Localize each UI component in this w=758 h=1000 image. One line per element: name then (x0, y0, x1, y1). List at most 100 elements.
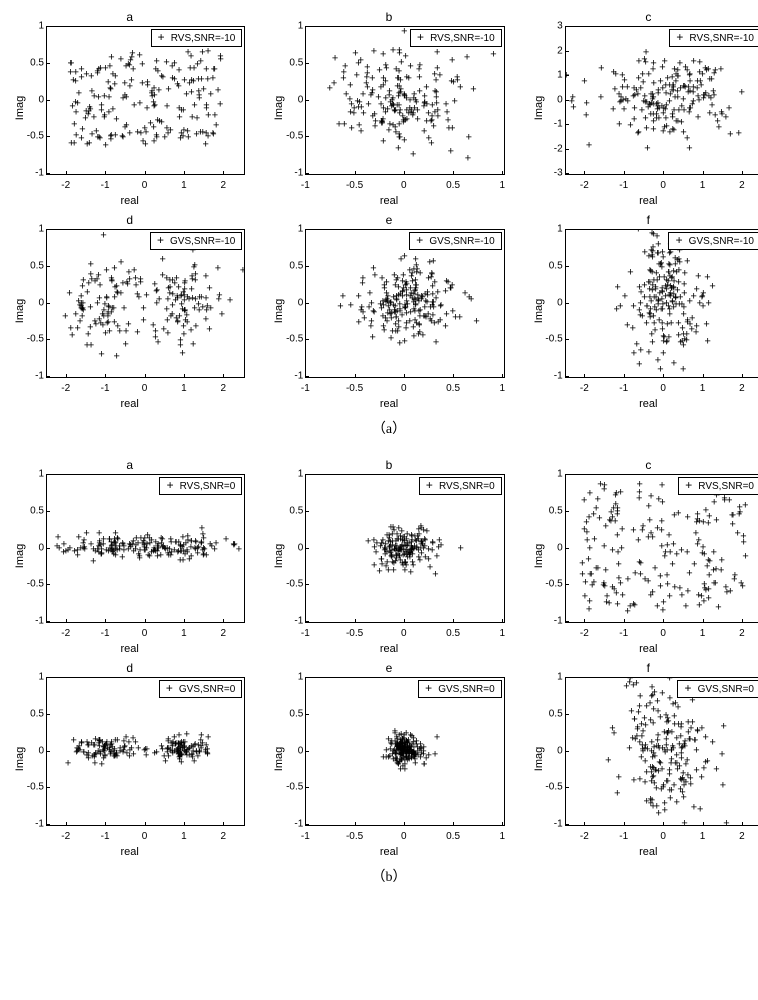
x-axis-label: real (639, 398, 657, 410)
y-tick: -1 (529, 371, 563, 382)
legend: + RVS,SNR=-10 (669, 29, 758, 47)
legend: +RVS,SNR=-10 (410, 29, 502, 47)
y-tick: 1 (269, 21, 303, 32)
plus-marker-icon: + (676, 32, 683, 44)
plot-area: +RVS,SNR=0++++++++++++++++++++++++++++++… (565, 474, 758, 623)
y-tick: 0.5 (269, 505, 303, 516)
x-tick: 2 (221, 383, 227, 394)
y-tick: 1 (529, 672, 563, 683)
x-tick: 0 (142, 831, 148, 842)
y-tick: -1 (269, 819, 303, 830)
legend: +GVS,SNR=-10 (409, 232, 502, 250)
y-tick: 0 (269, 745, 303, 756)
x-tick: 0 (660, 628, 666, 639)
x-tick: 1 (700, 383, 706, 394)
subplot-title: f (529, 213, 758, 227)
scatter-subplot-a: a+RVS,SNR=0+++++++++++++++++++++++++++++… (10, 458, 249, 653)
legend-label: RVS,SNR=-10 (171, 33, 236, 44)
y-tick: -0.5 (529, 579, 563, 590)
y-tick: 1 (10, 469, 44, 480)
x-tick: -1 (301, 180, 310, 191)
y-tick: 1 (529, 469, 563, 480)
x-tick: 2 (221, 831, 227, 842)
y-tick: -0.5 (10, 782, 44, 793)
y-tick: 0 (10, 745, 44, 756)
x-tick: 1 (500, 628, 506, 639)
plus-marker-icon: + (425, 683, 432, 695)
x-tick: 1 (181, 383, 187, 394)
y-tick: -1 (529, 616, 563, 627)
y-tick: 0 (10, 297, 44, 308)
legend-label: RVS,SNR=-10 (689, 33, 754, 44)
legend-label: GVS,SNR=0 (438, 684, 494, 695)
y-tick: -1 (10, 371, 44, 382)
y-tick: 0 (269, 542, 303, 553)
x-tick: 2 (739, 180, 745, 191)
y-tick: -1 (10, 616, 44, 627)
y-tick: 0 (529, 542, 563, 553)
legend: +RVS,SNR=-10 (151, 29, 243, 47)
y-tick: -0.5 (269, 579, 303, 590)
plot-area: +GVS,SNR=0++++++++++++++++++++++++++++++… (46, 677, 245, 826)
plus-marker-icon: + (675, 235, 682, 247)
y-tick: 0 (529, 94, 563, 105)
y-tick: -1 (269, 616, 303, 627)
x-axis-label: real (120, 846, 138, 858)
x-tick: -2 (61, 628, 70, 639)
x-tick: 0 (401, 383, 407, 394)
x-tick: -1 (619, 383, 628, 394)
subplot-title: e (269, 213, 508, 227)
x-axis-label: real (380, 398, 398, 410)
legend: +GVS,SNR=0 (159, 680, 243, 698)
x-tick: 0 (401, 180, 407, 191)
x-tick: 0 (401, 628, 407, 639)
plot-area: +GVS,SNR=0++++++++++++++++++++++++++++++… (305, 677, 504, 826)
y-tick: 0 (10, 94, 44, 105)
x-tick: -2 (580, 628, 589, 639)
y-tick: 1 (269, 224, 303, 235)
y-tick: -1 (269, 371, 303, 382)
plus-marker-icon: + (684, 683, 691, 695)
x-tick: 1 (700, 180, 706, 191)
figure-group-a: a+RVS,SNR=-10+++++++++++++++++++++++++++… (10, 10, 758, 408)
y-tick: -0.5 (529, 782, 563, 793)
x-tick: 1 (181, 628, 187, 639)
y-tick: 2 (529, 45, 563, 56)
scatter-subplot-c: c+RVS,SNR=-10+++++++++++++++++++++++++++… (529, 10, 758, 205)
legend: + GVS,SNR=0 (418, 680, 502, 698)
y-tick: 0 (269, 94, 303, 105)
subplot-title: b (269, 10, 508, 24)
x-tick: -0.5 (346, 383, 363, 394)
x-tick: -1 (301, 628, 310, 639)
y-tick: 0.5 (10, 505, 44, 516)
subplot-title: f (529, 661, 758, 675)
y-tick: 0.5 (269, 708, 303, 719)
x-tick: 1 (700, 831, 706, 842)
x-tick: 0 (660, 831, 666, 842)
scatter-subplot-e: e+GVS,SNR=-10+++++++++++++++++++++++++++… (269, 213, 508, 408)
x-tick: 0.5 (446, 180, 460, 191)
y-tick: -3 (529, 168, 563, 179)
subplot-title: d (10, 213, 249, 227)
plus-marker-icon: + (685, 480, 692, 492)
plus-marker-icon: + (157, 235, 164, 247)
plus-marker-icon: + (416, 235, 423, 247)
plot-area: +RVS,SNR=-10++++++++++++++++++++++++++++… (46, 26, 245, 175)
x-axis-label: real (120, 643, 138, 655)
legend: +GVS,SNR=-10 (668, 232, 758, 250)
y-tick: -0.5 (10, 131, 44, 142)
x-axis-label: real (380, 643, 398, 655)
legend: +RVS,SNR=0 (159, 477, 242, 495)
y-tick: 0.5 (269, 260, 303, 271)
y-tick: -1 (529, 119, 563, 130)
plus-marker-icon: + (417, 32, 424, 44)
y-tick: 0.5 (10, 260, 44, 271)
scatter-subplot-c: c+RVS,SNR=0+++++++++++++++++++++++++++++… (529, 458, 758, 653)
y-tick: 1 (529, 224, 563, 235)
legend: +GVS,SNR=-10 (150, 232, 243, 250)
scatter-subplot-d: d+GVS,SNR=0+++++++++++++++++++++++++++++… (10, 661, 249, 856)
y-tick: 0.5 (269, 57, 303, 68)
x-tick: 2 (739, 628, 745, 639)
x-tick: -1 (619, 180, 628, 191)
y-tick: 1 (10, 21, 44, 32)
